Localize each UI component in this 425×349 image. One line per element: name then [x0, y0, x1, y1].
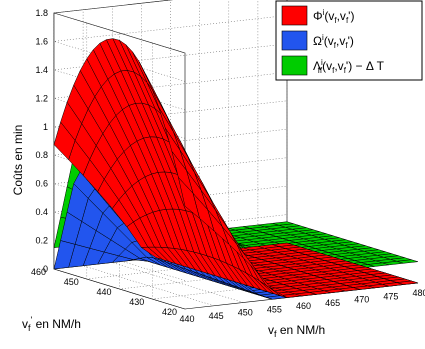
x-tick-label: 445 — [209, 311, 224, 321]
z-tick-label: 0.8 — [35, 150, 48, 160]
legend-label-omega: Ωi(vf,vf') — [313, 33, 354, 50]
y-tick-label: 450 — [64, 277, 79, 287]
y-tick-label: 440 — [96, 287, 111, 297]
x-tick-labels: 440 445 450 455 460 465 470 475 480 — [179, 288, 425, 324]
z-tick-labels: 0 0.2 0.4 0.6 0.8 1 1.2 1.4 1.6 1.8 — [35, 8, 48, 274]
grid-line-x — [82, 9, 215, 307]
legend-swatch-phi — [281, 5, 308, 26]
z-tick-label: 1.6 — [35, 36, 48, 46]
x-tick-label: 480 — [412, 288, 425, 298]
grid-line-z — [53, 214, 288, 281]
y-tick-label: 460 — [31, 267, 46, 277]
legend-entry-lambda: Λi ff(vf,vf') − Δ T — [281, 55, 385, 76]
surface-phi-patch — [178, 177, 200, 219]
x-tick-label: 450 — [238, 308, 253, 318]
x-tick-label: 460 — [296, 301, 311, 311]
z-tick-label: 0.4 — [35, 207, 48, 217]
z-tick-label: 1 — [43, 122, 48, 132]
legend-label-lambda: Λi ff(vf,vf') − Δ T — [313, 58, 385, 75]
z-axis-label: Coûts en min — [11, 125, 25, 196]
y-tick-label: 420 — [162, 307, 177, 317]
legend-label-phi: Φi(vf,vf') — [313, 8, 354, 25]
x-tick-label: 465 — [325, 298, 340, 308]
x-axis-label: vf en NM/h — [268, 323, 325, 339]
z-tick-label: 0.6 — [35, 179, 48, 189]
x-tick-label: 475 — [383, 291, 398, 301]
y-axis-label: vf' en NM/h — [22, 315, 81, 333]
grid-line-z — [53, 0, 186, 54]
surface-phi — [53, 38, 419, 298]
legend-entry-omega: Ωi(vf,vf') — [281, 30, 354, 51]
legend-swatch-omega — [281, 30, 308, 51]
grid-line-x — [112, 6, 244, 303]
x-tick-label: 440 — [179, 314, 194, 324]
y-tick-label: 430 — [129, 297, 144, 307]
x-tick-label: 470 — [354, 295, 369, 305]
legend: Φi(vf,vf') Ωi(vf,vf') Λi ff(vf,vf') − Δ T — [275, 0, 423, 81]
legend-entry-phi: Φi(vf,vf') — [281, 5, 354, 26]
z-tick-label: 0.2 — [35, 236, 48, 246]
y-tick-labels: 420 430 440 450 460 — [31, 267, 177, 317]
z-tick-label: 1.8 — [35, 8, 48, 18]
x-tick-label: 455 — [267, 304, 282, 314]
z-tick-label: 0 — [43, 264, 48, 274]
z-tick-label: 1.2 — [35, 93, 48, 103]
z-tick-label: 1.4 — [35, 65, 48, 75]
legend-swatch-lambda — [281, 55, 308, 76]
